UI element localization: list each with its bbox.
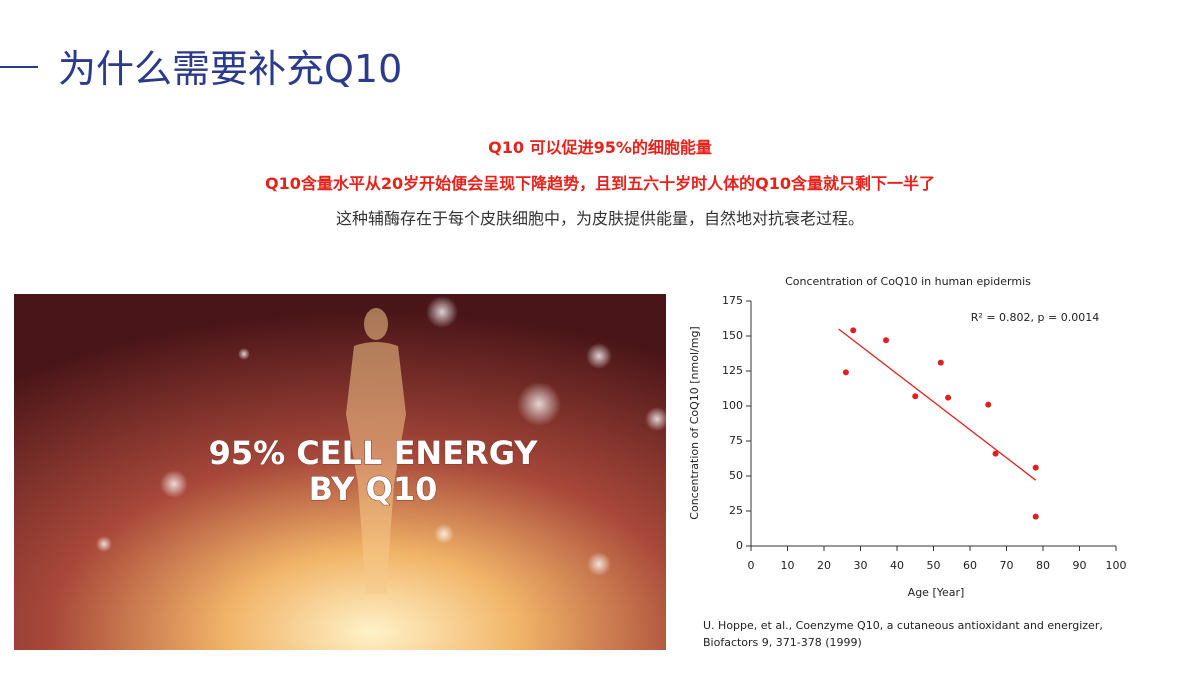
y-tick-label: 25 xyxy=(729,504,743,517)
point xyxy=(912,393,919,400)
point xyxy=(842,369,849,376)
trend-line xyxy=(838,328,1037,481)
x-axis-label: Age [Year] xyxy=(908,586,965,599)
point xyxy=(992,450,999,457)
x-tick-label: 60 xyxy=(963,559,977,572)
photo-caption: 95% CELL ENERGY xyxy=(209,434,539,472)
x-tick-label: 20 xyxy=(817,559,831,572)
point xyxy=(937,359,944,366)
x-tick-label: 100 xyxy=(1106,559,1127,572)
chart: Concentration of CoQ10 in human epidermi… xyxy=(688,275,1127,649)
source: U. Hoppe, et al., Coenzyme Q10, a cutane… xyxy=(703,619,1103,632)
point xyxy=(1032,464,1039,471)
x-tick-label: 70 xyxy=(1000,559,1014,572)
intro-line: Q10 可以促进95%的细胞能量 xyxy=(488,138,712,157)
point xyxy=(945,394,952,401)
point xyxy=(850,327,857,334)
point xyxy=(883,337,890,344)
y-tick-label: 175 xyxy=(722,294,743,307)
y-tick-label: 100 xyxy=(722,399,743,412)
point xyxy=(1032,513,1039,520)
intro-line: Q10含量水平从20岁开始便会呈现下降趋势，且到五六十岁时人体的Q10含量就只剩… xyxy=(264,174,935,193)
source: Biofactors 9, 371-378 (1999) xyxy=(703,636,862,649)
photo: 95% CELL ENERGY BY Q10 xyxy=(14,294,666,650)
y-axis-label: Concentration of CoQ10 [nmol/mg] xyxy=(688,326,701,519)
chart-title: Concentration of CoQ10 in human epidermi… xyxy=(785,275,1031,288)
x-tick-label: 10 xyxy=(781,559,795,572)
annotation: R² = 0.802, p = 0.0014 xyxy=(971,311,1099,324)
x-tick-label: 40 xyxy=(890,559,904,572)
photo-caption: BY Q10 xyxy=(309,470,438,508)
y-tick-label: 150 xyxy=(722,329,743,342)
x-tick-label: 80 xyxy=(1036,559,1050,572)
x-tick-label: 0 xyxy=(748,559,755,572)
y-tick-label: 125 xyxy=(722,364,743,377)
y-tick-label: 0 xyxy=(736,539,743,552)
x-tick-label: 30 xyxy=(854,559,868,572)
title-dash xyxy=(0,66,38,68)
y-tick-label: 50 xyxy=(729,469,743,482)
y-tick-label: 75 xyxy=(729,434,743,447)
x-tick-label: 50 xyxy=(927,559,941,572)
intro-line: 这种辅酶存在于每个皮肤细胞中，为皮肤提供能量，自然地对抗衰老过程。 xyxy=(335,209,864,228)
x-tick-label: 90 xyxy=(1073,559,1087,572)
slide-title: 为什么需要补充Q10 xyxy=(58,47,403,91)
point xyxy=(985,401,992,408)
